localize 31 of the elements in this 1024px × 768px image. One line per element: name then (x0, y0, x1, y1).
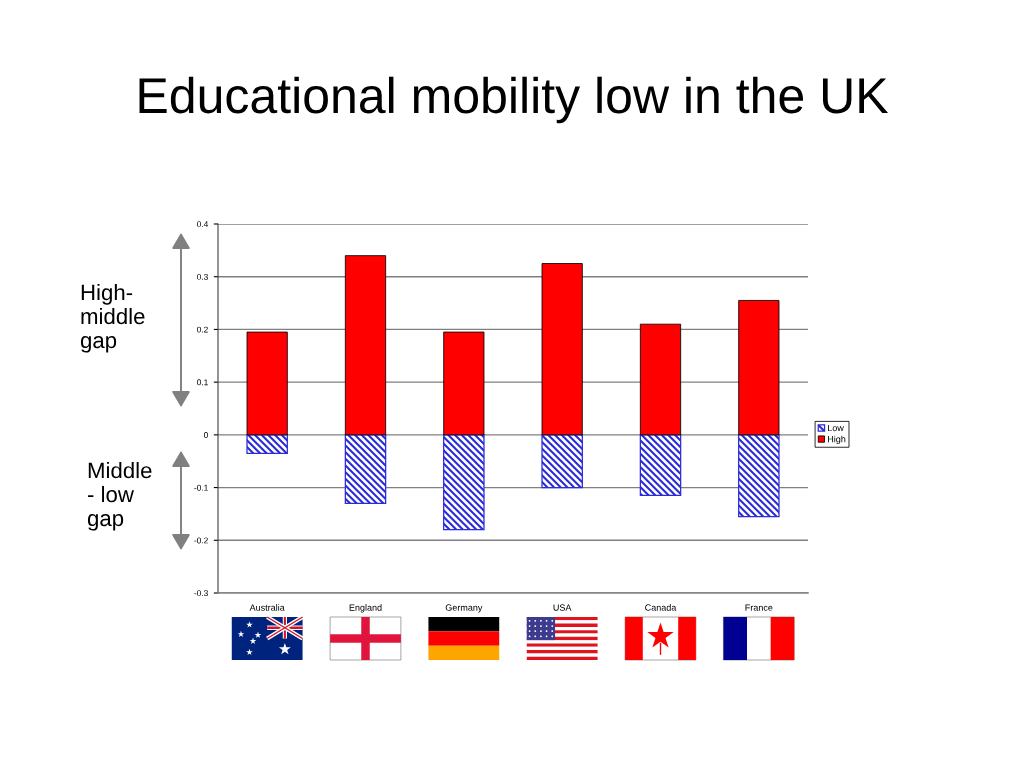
bar (344, 255, 387, 436)
x-tick-label: Australia (249, 604, 285, 611)
text: High- middle gap (80, 284, 145, 353)
x-tick-label: Germany (445, 604, 483, 613)
y-tick-label: -0.2 (194, 537, 208, 544)
bar (541, 434, 583, 489)
bar (246, 331, 288, 436)
bar (738, 300, 780, 436)
y-tick-label: 0.1 (197, 379, 208, 386)
chart-title: Educational mobility low in the UK (139, 76, 889, 124)
y-tick-label: -0.3 (194, 590, 208, 597)
bar (344, 434, 387, 505)
legend-label: Low (828, 424, 844, 432)
bar (443, 331, 485, 436)
bar (443, 434, 485, 531)
legend-label: High (828, 435, 846, 445)
bar (639, 434, 682, 497)
y-tick-label: -0.1 (194, 484, 208, 491)
y-tick-label: 0.4 (197, 221, 209, 228)
x-tick-label: USA (553, 604, 572, 611)
x-tick-label: England (349, 604, 382, 613)
bar (738, 434, 780, 518)
y-tick-label: 0.3 (197, 273, 208, 280)
text: Middle - low gap (87, 462, 152, 531)
bar (541, 263, 583, 436)
y-tick-label: 0 (203, 432, 208, 438)
x-tick-label: France (745, 604, 773, 611)
x-tick-label: Canada (645, 604, 677, 611)
bar (246, 434, 288, 454)
bar (639, 323, 682, 436)
y-tick-label: 0.2 (197, 326, 208, 333)
